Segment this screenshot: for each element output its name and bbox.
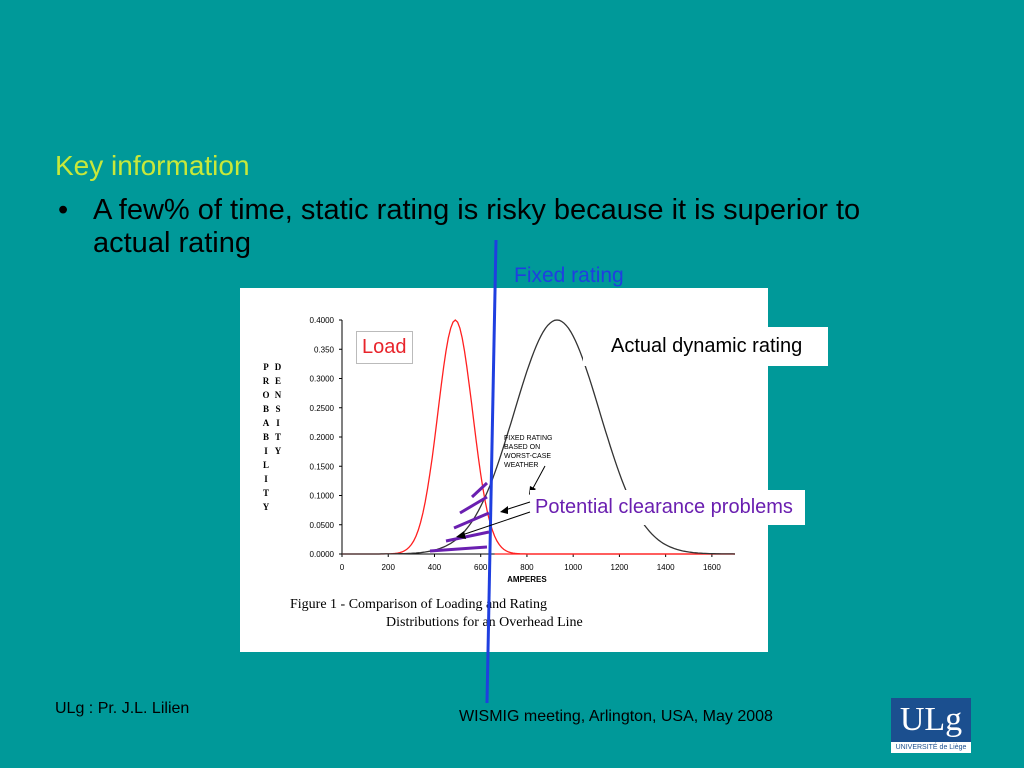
y-tick-label: 0.2000 xyxy=(310,433,335,442)
probability-chart: 0.0000 0.0500 0.1000 0.1500 0.2000 0.2500 0.30… xyxy=(262,316,736,630)
y-axis-title-letter: A xyxy=(263,418,270,428)
y-axis-title-letter: I xyxy=(264,474,268,484)
series-line-actual-rating xyxy=(342,319,736,555)
y-axis-title-letter: T xyxy=(263,488,269,498)
actual-rating-label: Actual dynamic rating xyxy=(583,327,829,366)
y-tick-label: 0.0500 xyxy=(310,521,335,530)
y-axis-title-letter: Y xyxy=(263,502,270,512)
fixed-rating-label: Fixed rating xyxy=(514,264,624,287)
y-tick-label: 0.2500 xyxy=(310,404,335,413)
x-tick-label: 400 xyxy=(428,563,442,572)
bullet-text: A few% of time, static rating is risky b… xyxy=(93,194,861,259)
annotation-text-line: WORST-CASE xyxy=(504,453,551,460)
y-tick-label: 0.0000 xyxy=(310,550,335,559)
x-tick-label: 1400 xyxy=(657,563,675,572)
x-axis-title: AMPERES xyxy=(507,575,547,584)
x-tick-label: 1200 xyxy=(611,563,629,572)
potential-problems-label: Potential clearance problems xyxy=(530,490,805,525)
figure-caption-line1: Figure 1 - Comparison of Loading and Rat… xyxy=(290,597,547,612)
annotation-text-line: WEATHER xyxy=(504,462,538,469)
y-axis-title-letter: P xyxy=(263,362,269,372)
x-tick-label: 600 xyxy=(474,563,488,572)
y-tick-label: 0.3000 xyxy=(310,375,335,384)
logo-text: ULg xyxy=(891,698,971,742)
y-axis-title-letter: I xyxy=(264,446,268,456)
load-label: Load xyxy=(356,331,413,364)
x-tick-label: 800 xyxy=(520,563,534,572)
x-tick-label: 1000 xyxy=(564,563,582,572)
y-axis-title-letter: S xyxy=(275,404,280,414)
y-axis-title-letter: O xyxy=(262,390,269,400)
annotation-text-line: FIXED RATING xyxy=(504,435,552,442)
y-axis-title-letter: B xyxy=(263,404,269,414)
bullet-point: • A few% of time, static rating is risky… xyxy=(58,194,918,260)
y-tick-label: 0.4000 xyxy=(310,316,335,325)
x-tick-label: 0 xyxy=(340,563,345,572)
y-tick-label: 0.1500 xyxy=(310,462,335,471)
y-axis-title-letter: D xyxy=(275,362,282,372)
section-heading: Key information xyxy=(55,150,250,181)
y-axis-title-letter: N xyxy=(275,390,282,400)
annotation-arrow xyxy=(531,465,546,491)
footer-event: WISMIG meeting, Arlington, USA, May 2008 xyxy=(459,708,773,725)
y-tick-label: 0.350 xyxy=(314,345,335,354)
ulg-logo: ULg UNIVERSITÉ de Liège xyxy=(891,698,971,753)
annotation-text-line: BASED ON xyxy=(504,444,540,451)
y-axis-title-letter: B xyxy=(263,432,269,442)
y-axis-title-letter: Y xyxy=(275,446,282,456)
footer-author: ULg : Pr. J.L. Lilien xyxy=(55,700,190,717)
bullet-marker: • xyxy=(58,194,69,226)
logo-subtext: UNIVERSITÉ de Liège xyxy=(895,744,967,751)
y-tick-label: 0.1000 xyxy=(310,492,335,501)
y-axis-title-letter: T xyxy=(275,432,281,442)
y-axis-title-letter: L xyxy=(263,460,269,470)
y-axis-title-letter: R xyxy=(263,376,270,386)
x-tick-label: 1600 xyxy=(703,563,721,572)
series-line-load xyxy=(342,319,735,555)
y-axis-title-letter: I xyxy=(276,418,280,428)
y-axis-title-letter: E xyxy=(275,376,281,386)
figure-caption-line2: Distributions for an Overhead Line xyxy=(386,615,583,630)
x-tick-label: 200 xyxy=(382,563,396,572)
